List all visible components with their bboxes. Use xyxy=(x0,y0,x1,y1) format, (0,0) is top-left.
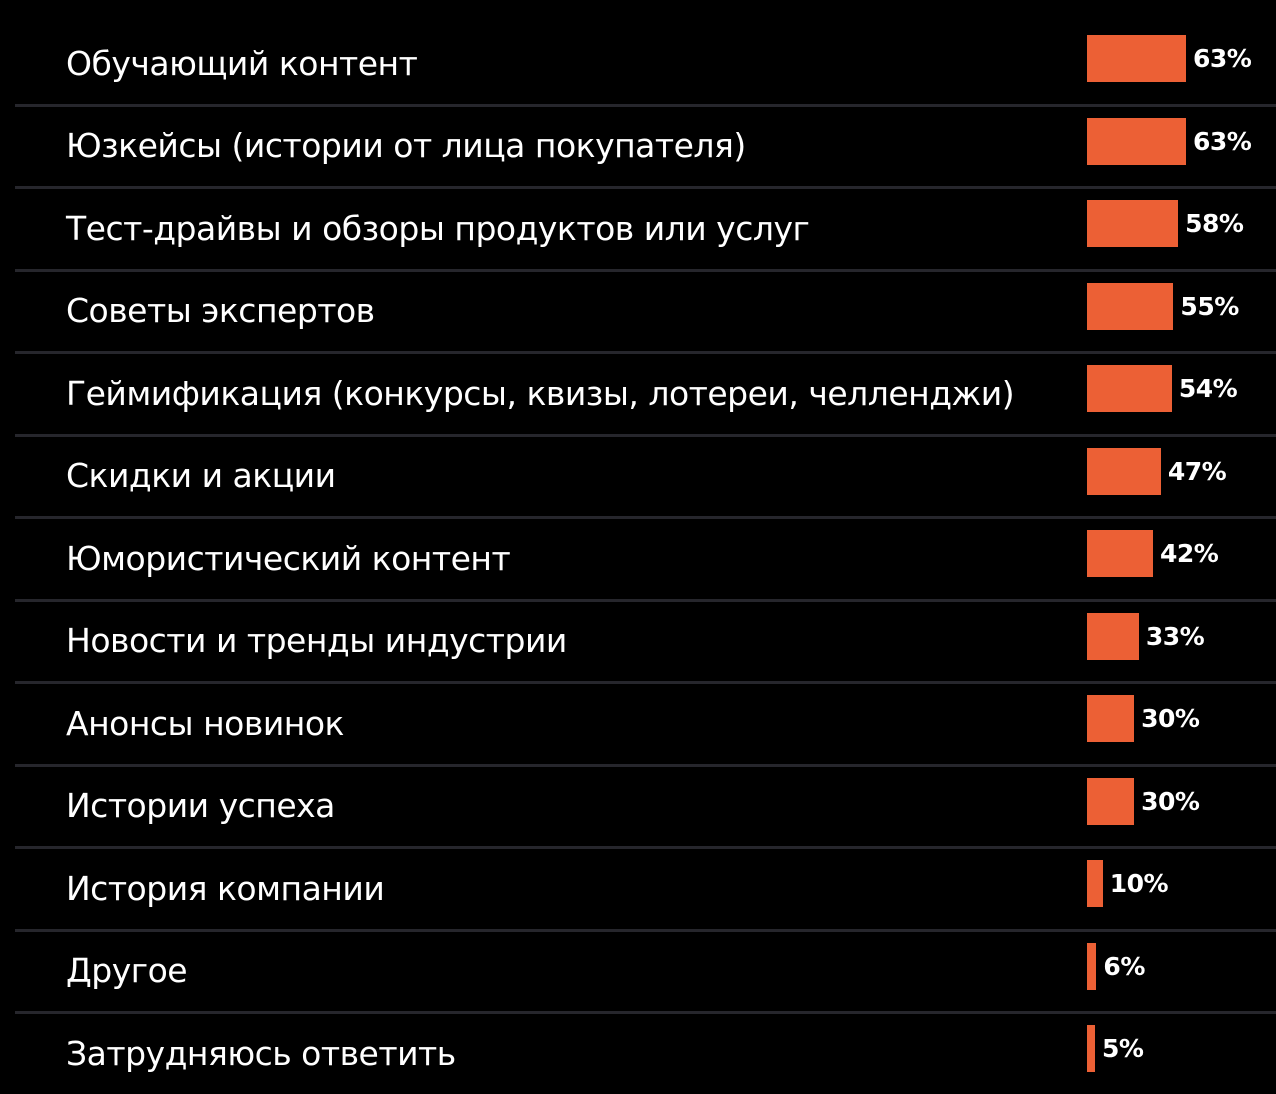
category-label: Новости и тренды индустрии xyxy=(66,621,567,661)
category-label: Советы экспертов xyxy=(66,291,375,331)
chart-row: Другое 6% xyxy=(0,926,1276,1009)
category-label: Юмористический контент xyxy=(66,538,511,578)
category-label: Геймификация (конкурсы, квизы, лотереи, … xyxy=(66,373,1015,413)
value-label: 47% xyxy=(1167,456,1227,486)
value-label: 55% xyxy=(1180,291,1239,321)
chart-row: Юзкейсы (истории от лица покупателя) 63% xyxy=(0,101,1276,184)
category-label: Анонсы новинок xyxy=(66,703,344,743)
row-divider xyxy=(15,103,1276,107)
value-label: 58% xyxy=(1185,209,1244,238)
chart-row: Тест-драйвы и обзоры продуктов или услуг… xyxy=(0,183,1276,266)
bar xyxy=(1087,282,1174,330)
row-divider xyxy=(15,516,1276,519)
category-label: Затрудняюсь ответить xyxy=(66,1033,456,1073)
value-label: 30% xyxy=(1141,704,1200,733)
row-divider xyxy=(15,433,1276,437)
category-label: Юзкейсы (истории от лица покупателя) xyxy=(66,126,746,166)
row-divider xyxy=(15,186,1276,189)
value-label: 42% xyxy=(1160,539,1219,568)
value-label: 54% xyxy=(1178,374,1238,403)
row-divider xyxy=(15,268,1276,272)
bar xyxy=(1087,200,1179,247)
chart-row: Новости и тренды индустрии 33% xyxy=(0,596,1276,679)
bar xyxy=(1087,612,1139,660)
chart-row: Обучающий контент 63% xyxy=(0,18,1276,101)
value-label: 6% xyxy=(1103,951,1145,981)
value-label: 5% xyxy=(1102,1034,1144,1063)
row-divider xyxy=(15,763,1276,767)
bar xyxy=(1087,695,1135,742)
row-divider xyxy=(15,598,1276,602)
category-label: Истории успеха xyxy=(66,786,335,826)
bar xyxy=(1087,530,1153,577)
bar xyxy=(1087,35,1186,82)
value-label: 10% xyxy=(1109,869,1169,898)
bar xyxy=(1087,777,1135,825)
bar xyxy=(1087,117,1186,165)
bar xyxy=(1087,942,1097,990)
value-label: 63% xyxy=(1193,44,1252,73)
chart-row: Юмористический контент 42% xyxy=(0,513,1276,596)
chart-row: История компании 10% xyxy=(0,843,1276,926)
row-divider xyxy=(15,846,1276,849)
bar xyxy=(1087,365,1172,412)
bar xyxy=(1087,1025,1095,1072)
row-divider xyxy=(15,351,1276,354)
value-label: 63% xyxy=(1193,126,1252,156)
chart-row: Затрудняюсь ответить 5% xyxy=(0,1008,1276,1091)
category-label: Скидки и акции xyxy=(66,456,336,496)
category-label: Другое xyxy=(66,951,188,991)
category-label: История компании xyxy=(66,868,385,908)
row-divider xyxy=(15,928,1276,932)
value-label: 33% xyxy=(1145,621,1205,651)
category-label: Тест-драйвы и обзоры продуктов или услуг xyxy=(66,208,810,248)
bar xyxy=(1087,447,1161,495)
bar xyxy=(1087,860,1103,907)
row-divider xyxy=(15,681,1276,684)
chart-row: Истории успеха 30% xyxy=(0,761,1276,844)
row-divider xyxy=(15,1011,1276,1014)
chart-row: Геймификация (конкурсы, квизы, лотереи, … xyxy=(0,348,1276,431)
chart-row: Анонсы новинок 30% xyxy=(0,678,1276,761)
chart-row: Скидки и акции 47% xyxy=(0,431,1276,514)
category-label: Обучающий контент xyxy=(66,43,418,83)
chart-row: Советы экспертов 55% xyxy=(0,266,1276,349)
value-label: 30% xyxy=(1141,786,1200,816)
